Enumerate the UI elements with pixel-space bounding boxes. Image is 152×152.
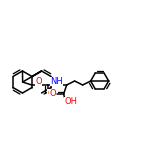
Text: O: O [49, 90, 56, 98]
Text: O: O [47, 90, 54, 98]
Text: OH: OH [64, 97, 77, 107]
Text: O: O [35, 77, 42, 86]
Text: NH: NH [50, 77, 63, 86]
